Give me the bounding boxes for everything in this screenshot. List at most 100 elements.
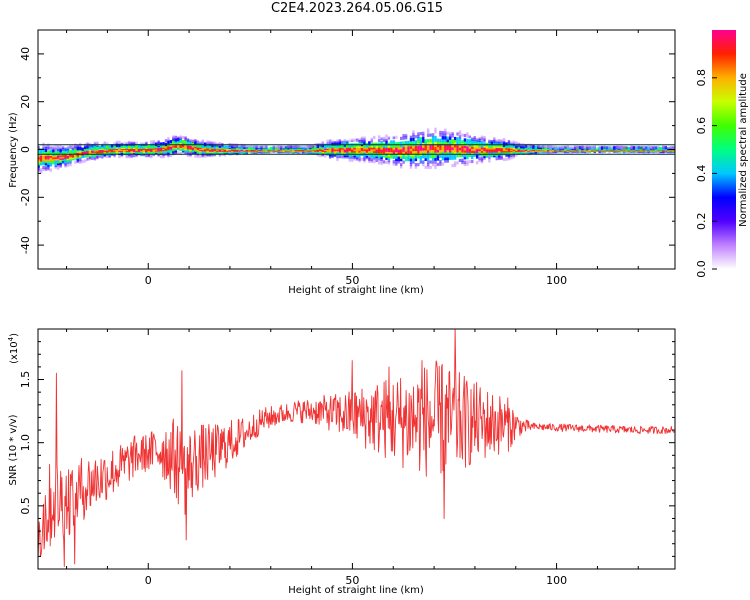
- spectrogram-cell: [162, 142, 165, 146]
- spectrogram-cell: [54, 150, 57, 155]
- spectrogram-cell: [238, 146, 241, 150]
- spectrogram-cell: [44, 165, 48, 169]
- spectrogram-cell: [576, 145, 579, 149]
- spectrogram-cell: [463, 153, 467, 158]
- spectrogram-cell: [360, 138, 364, 142]
- spectrogram-cell: [417, 155, 420, 159]
- spectrogram-cell: [54, 163, 57, 168]
- spectrogram-cell: [429, 149, 432, 153]
- spectrogram-cell: [441, 141, 445, 145]
- spectrogram-cell: [265, 145, 268, 149]
- spectrogram-cell: [446, 159, 449, 163]
- spectrogram-cell: [333, 157, 337, 161]
- spectrogram-cell: [373, 149, 376, 153]
- spectrogram-cell: [422, 149, 425, 154]
- spectrogram-cell: [463, 160, 467, 164]
- spectrogram-cell: [341, 158, 344, 162]
- spectrogram-cell: [466, 140, 469, 145]
- spectrogram-cell: [395, 148, 398, 153]
- spectrogram-cell: [458, 163, 462, 167]
- spectrogram-cell: [392, 142, 396, 146]
- spectrogram-cell: [649, 145, 653, 149]
- snr-y-tick-label: 1.5: [19, 371, 32, 389]
- spectrogram-cell: [377, 146, 381, 150]
- spectrogram-cell: [321, 141, 324, 145]
- spectrogram-cell: [395, 164, 398, 168]
- spectrogram-cell: [412, 150, 415, 154]
- spectrogram-cell: [549, 145, 552, 149]
- spectrogram-cell: [657, 145, 660, 150]
- spectrogram-cell: [444, 159, 447, 163]
- spectrogram-cell: [385, 156, 388, 160]
- spectrogram-cell: [515, 141, 518, 145]
- spectrogram-cell: [466, 160, 469, 164]
- spectrogram-cell: [419, 144, 422, 149]
- spectrogram-cell: [38, 168, 40, 172]
- spectrogram-cell: [669, 145, 672, 149]
- spectrogram-cell: [414, 163, 418, 167]
- spectrogram-cell: [483, 159, 486, 163]
- spectrogram-cell: [360, 136, 364, 140]
- spectrogram-cell: [377, 155, 381, 159]
- spectrogram-cell: [412, 132, 415, 137]
- spectrogram-cell: [363, 147, 366, 152]
- spectrogram-cell: [137, 143, 141, 148]
- spectrogram-cell: [282, 145, 285, 149]
- spectrogram-cell: [527, 146, 530, 150]
- spectrogram-cell: [417, 134, 420, 139]
- spectrogram-cell: [390, 144, 393, 148]
- spectrogram-cell: [483, 147, 486, 152]
- spectrogram-cell: [400, 141, 403, 145]
- spectrogram-cell: [319, 153, 322, 158]
- spectrogram-cell: [49, 161, 53, 165]
- spectrogram-x-tick-label: 0: [145, 274, 152, 287]
- spectrogram-cell: [439, 141, 442, 145]
- spectrogram-cell: [177, 151, 180, 155]
- spectrogram-cell: [412, 147, 415, 152]
- spectrogram-cell: [419, 139, 422, 143]
- spectrogram-cell: [471, 153, 474, 157]
- spectrogram-cell: [456, 154, 459, 158]
- spectrogram-cell: [664, 145, 667, 150]
- spectrogram-cell: [444, 157, 447, 161]
- spectrogram-cell: [38, 154, 40, 158]
- spectrogram-cell: [483, 137, 486, 141]
- spectrogram-cell: [461, 142, 464, 146]
- spectrogram-cell: [620, 145, 623, 149]
- spectrogram-cell: [93, 141, 97, 145]
- spectrogram-cell: [189, 151, 192, 155]
- spectrogram-cell: [402, 143, 405, 147]
- spectrogram-cell: [103, 141, 106, 145]
- spectrogram-cell: [453, 139, 457, 143]
- spectrogram-cell: [404, 155, 408, 159]
- spectrogram-cell: [351, 137, 354, 141]
- spectrogram-cell: [240, 143, 244, 147]
- spectrogram-cell: [471, 137, 474, 141]
- spectrogram-cell: [441, 154, 445, 158]
- spectrogram-cell: [270, 146, 273, 151]
- spectrogram-cell: [147, 144, 151, 149]
- snr-series-line: [38, 329, 675, 567]
- spectrogram-cell: [370, 149, 373, 153]
- spectrogram-cell: [412, 157, 415, 162]
- spectrogram-cell: [554, 145, 557, 149]
- spectrogram-cell: [42, 150, 45, 154]
- spectrogram-cell: [488, 147, 491, 152]
- spectrogram-cell: [615, 145, 618, 149]
- spectrogram-cell: [446, 146, 449, 150]
- spectrogram-cell: [598, 145, 601, 150]
- spectrogram-cell: [439, 144, 442, 148]
- spectrogram-cell: [395, 144, 398, 148]
- spectrogram-cell: [407, 158, 410, 162]
- spectrogram-cell: [47, 165, 50, 169]
- spectrogram-cell: [390, 142, 393, 146]
- spectrogram-cell: [422, 136, 425, 141]
- spectrogram-cell: [277, 145, 280, 149]
- spectrogram-cell: [449, 156, 452, 160]
- snr-x-ticks: 0 50 100: [66, 329, 639, 587]
- spectrogram-cell: [412, 130, 415, 134]
- spectrogram-cell: [436, 146, 440, 150]
- spectrogram-cell: [417, 139, 420, 144]
- spectrogram-cell: [49, 145, 53, 149]
- spectrogram-cell: [414, 140, 418, 144]
